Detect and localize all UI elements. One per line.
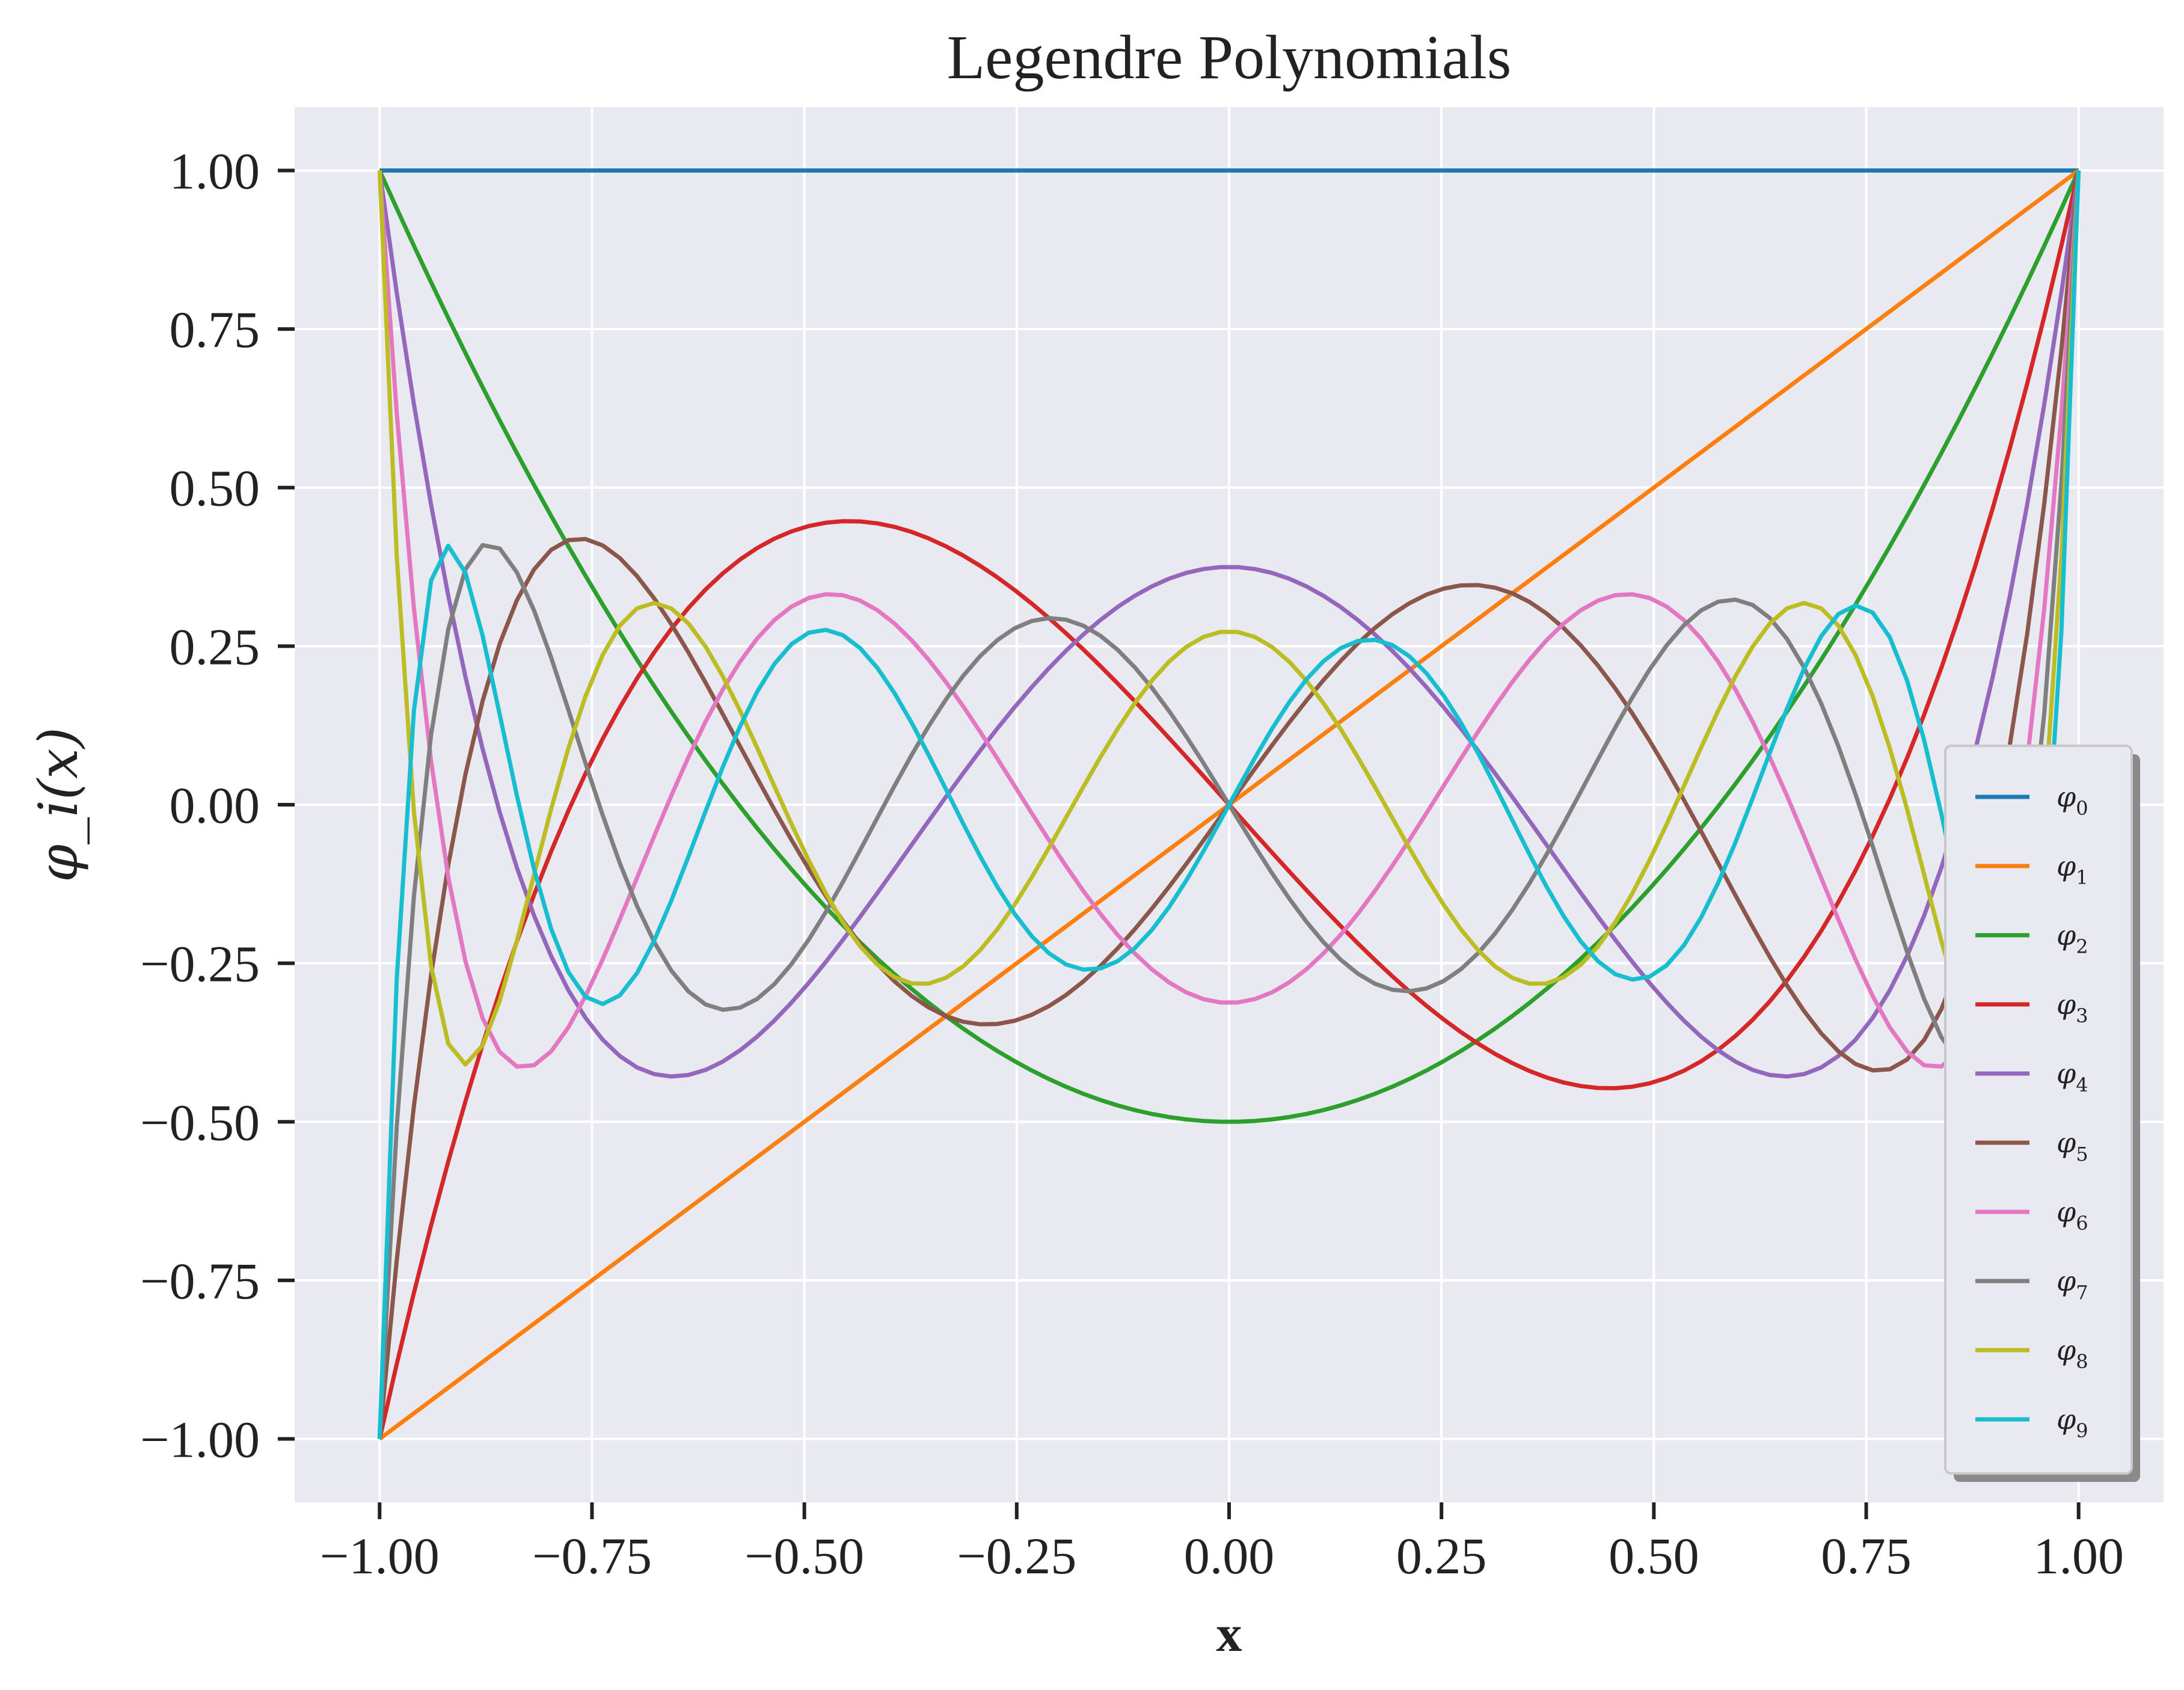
series-line-phi-9 (377, 170, 2081, 1439)
legend-label: φ4 (2057, 1057, 2088, 1096)
legend-label-symbol: φ (2057, 1265, 2076, 1297)
legend-label-subscript: 7 (2076, 1281, 2088, 1304)
legend-label: φ2 (2057, 919, 2088, 958)
x-tick-label: −1.00 (320, 1527, 440, 1585)
legend-label: φ6 (2057, 1196, 2088, 1235)
legend-label: φ5 (2057, 1126, 2088, 1166)
y-tick-label: 1.00 (170, 142, 260, 200)
y-tick-label: 0.25 (170, 618, 260, 675)
legend-label-symbol: φ (2057, 1403, 2076, 1436)
y-tick-label: −0.25 (140, 935, 260, 993)
legend-label-subscript: 9 (2076, 1419, 2088, 1442)
chart-title: Legendre Polynomials (947, 23, 1512, 92)
legend-label-symbol: φ (2057, 1196, 2076, 1228)
x-tick-label: 0.50 (1609, 1527, 1699, 1585)
series-line-phi-8 (377, 170, 2081, 1067)
y-tick-label: −1.00 (140, 1411, 260, 1469)
legend-label-subscript: 8 (2076, 1350, 2088, 1373)
y-tick-label: −0.75 (140, 1252, 260, 1310)
x-axis: −1.00 −0.75 −0.50 −0.25 0.00 0.25 0.50 0.75 1.00 (320, 1502, 2124, 1585)
legend-label-subscript: 2 (2076, 935, 2088, 958)
y-axis: 1.00 0.75 0.50 0.25 0.00 −0.25 −0.50 −0.75 −1.00 (140, 142, 295, 1469)
y-tick-label: 0.50 (170, 459, 260, 517)
x-tick-label: 0.75 (1821, 1527, 1912, 1585)
legend-label: φ0 (2057, 781, 2088, 820)
legend-label: φ1 (2057, 850, 2088, 889)
legend-label-symbol: φ (2057, 1126, 2076, 1159)
x-tick-label: −0.50 (744, 1527, 864, 1585)
x-tick-label: 1.00 (2033, 1527, 2124, 1585)
y-tick-label: 0.75 (170, 301, 260, 358)
x-axis-label: x (1216, 1605, 1242, 1662)
legend-label-symbol: φ (2057, 1334, 2076, 1366)
legend-label-subscript: 3 (2076, 1004, 2088, 1027)
legend-label-symbol: φ (2057, 988, 2076, 1021)
legend-label: φ3 (2057, 988, 2088, 1027)
series-lines (377, 168, 2081, 1441)
x-tick-label: −0.25 (957, 1527, 1076, 1585)
legend-label-subscript: 6 (2076, 1212, 2088, 1235)
series-line-phi-6 (377, 170, 2081, 1069)
y-axis-label: φ_i(x) (27, 727, 90, 882)
x-tick-label: 0.25 (1396, 1527, 1487, 1585)
x-tick-label: 0.00 (1184, 1527, 1275, 1585)
legend-label: φ8 (2057, 1334, 2088, 1373)
x-tick-label: −0.75 (532, 1527, 652, 1585)
legend-label: φ9 (2057, 1403, 2088, 1442)
legend-label-subscript: 0 (2076, 797, 2088, 820)
y-tick-label: −0.50 (140, 1093, 260, 1151)
legend-label-symbol: φ (2057, 1057, 2076, 1090)
legend-box (1944, 745, 2133, 1475)
legend-label-subscript: 4 (2076, 1074, 2088, 1096)
legend-label-subscript: 1 (2076, 866, 2088, 889)
series-line-phi-2 (378, 170, 2081, 1124)
series-line-phi-4 (377, 170, 2081, 1079)
legend-label-symbol: φ (2057, 919, 2076, 951)
legend-label-symbol: φ (2057, 781, 2076, 813)
legend-label-symbol: φ (2057, 850, 2076, 882)
y-tick-label: 0.00 (170, 776, 260, 834)
legend-label: φ7 (2057, 1265, 2088, 1304)
legend-label-subscript: 5 (2076, 1143, 2088, 1166)
